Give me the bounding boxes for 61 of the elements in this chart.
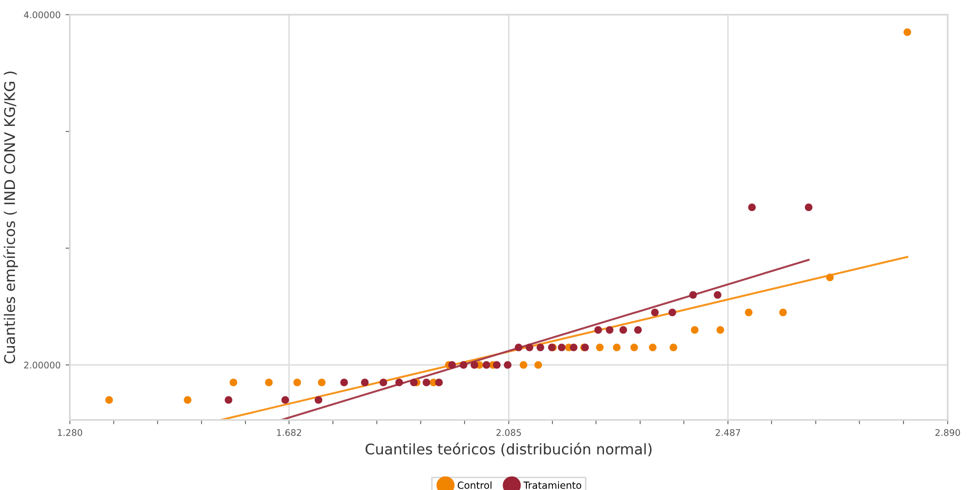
point [230, 378, 238, 386]
legend-label: Control [458, 481, 492, 489]
point [779, 308, 787, 316]
point [534, 361, 542, 369]
x-tick-label: 2.487 [716, 429, 740, 436]
x-tick-label: 2.085 [496, 429, 521, 436]
point [514, 344, 522, 352]
x-tick-label: 1.280 [58, 429, 82, 436]
point [536, 344, 544, 352]
point [318, 378, 326, 386]
point [470, 361, 478, 369]
point [690, 326, 698, 334]
point [448, 361, 456, 369]
point [435, 378, 443, 386]
point [714, 291, 722, 299]
point [716, 326, 724, 334]
point [293, 378, 302, 386]
point [361, 378, 369, 386]
point [619, 326, 628, 334]
point [504, 361, 512, 369]
point [265, 378, 273, 386]
point [606, 326, 614, 334]
point [594, 326, 602, 334]
point [596, 344, 604, 352]
point [492, 361, 501, 369]
point [520, 361, 528, 369]
point [380, 378, 388, 386]
point [804, 204, 812, 212]
y-tick-label: 4.00000 [24, 11, 60, 18]
y-tick-label: 2.00000 [24, 362, 60, 368]
point [826, 274, 834, 282]
point [904, 28, 912, 36]
point [395, 378, 403, 386]
legend-label: Tratamiento [523, 481, 582, 489]
point [558, 344, 566, 352]
point [570, 344, 578, 352]
point [648, 344, 657, 352]
point [410, 378, 418, 386]
point [670, 344, 678, 352]
point [651, 308, 659, 316]
x-axis-title: Cuantiles teóricos (distribución normal) [366, 442, 652, 456]
point [668, 308, 676, 316]
point [314, 396, 322, 404]
x-tick-label: 2.890 [935, 429, 960, 436]
y-axis-title: Cuantiles empíricos ( IND CONV KG/KG ) [3, 72, 18, 364]
point [422, 378, 430, 386]
point [634, 326, 642, 334]
point [281, 396, 290, 404]
point [689, 291, 697, 299]
point [460, 361, 468, 369]
point [630, 344, 638, 352]
point [744, 308, 752, 316]
point [340, 378, 348, 386]
point [748, 204, 756, 212]
point [105, 396, 113, 404]
x-tick-label: 1.682 [277, 429, 302, 436]
point [224, 396, 232, 404]
point [526, 344, 534, 352]
point [612, 344, 621, 352]
point [184, 396, 192, 404]
point [482, 361, 490, 369]
